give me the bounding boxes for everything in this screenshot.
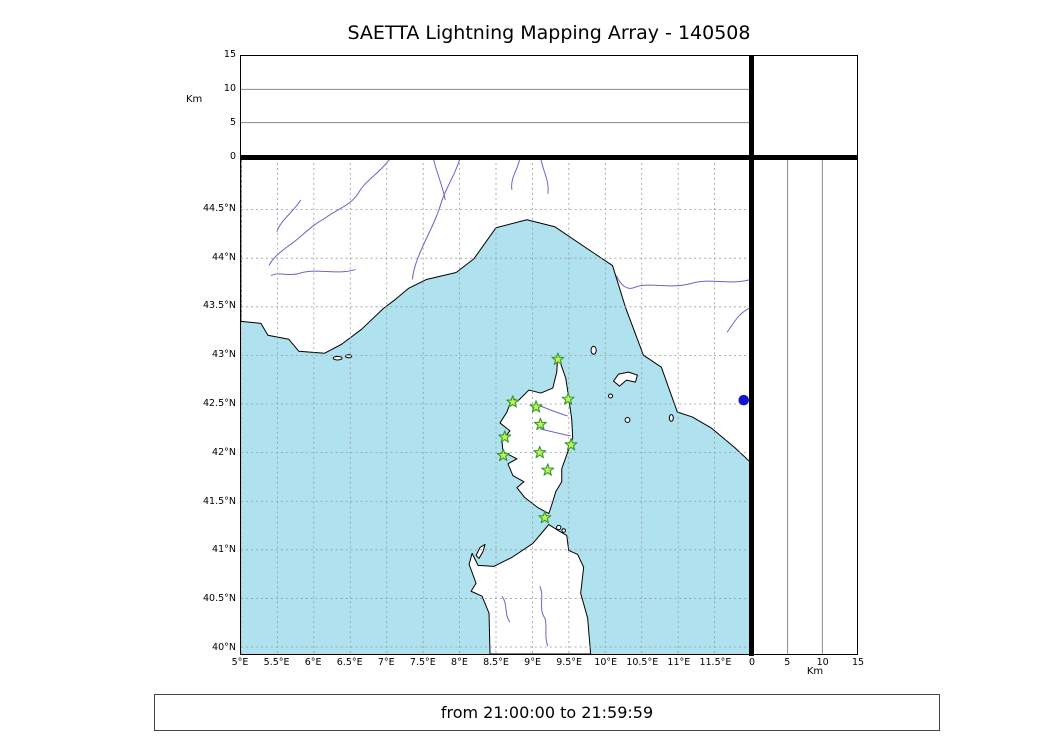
station-star xyxy=(496,448,510,462)
lon-tick-label: 11.5°E xyxy=(699,657,732,668)
island-montecristo xyxy=(624,417,631,423)
river-layer xyxy=(268,158,751,647)
island-pianosa xyxy=(608,393,614,399)
alt-tick-label-top: 15 xyxy=(223,49,236,60)
thick-horizontal-spine xyxy=(240,155,858,160)
right-panel-grid xyxy=(787,158,823,654)
station-star xyxy=(506,395,520,408)
river xyxy=(726,306,751,333)
island-porquerolles xyxy=(332,355,343,361)
lat-tick-label: 42°N xyxy=(212,446,236,458)
lat-tick-label: 44.5°N xyxy=(202,202,236,214)
lon-tick-label: 7°E xyxy=(377,657,395,668)
station-star xyxy=(564,438,578,451)
station-star xyxy=(538,510,552,524)
corner-panel xyxy=(752,55,858,157)
figure-title: SAETTA Lightning Mapping Array - 140508 xyxy=(347,22,751,44)
river xyxy=(501,595,511,623)
map-svg xyxy=(241,158,751,654)
station-star xyxy=(541,463,555,476)
lat-tick-label: 40.5°N xyxy=(202,593,236,605)
lon-tick-label: 5°E xyxy=(231,657,249,668)
alt-tick-label-top: 10 xyxy=(223,83,236,94)
river xyxy=(539,428,571,437)
coast-mainland xyxy=(241,158,751,464)
station-star xyxy=(498,430,512,443)
event-dot xyxy=(738,394,750,406)
lat-tick-label: 43°N xyxy=(212,349,236,361)
river xyxy=(539,586,549,647)
right-axis-km-label: Km xyxy=(806,666,824,677)
lon-tick-label: 10°E xyxy=(594,657,618,668)
island-elba xyxy=(613,371,638,387)
coast-sardinia xyxy=(468,524,592,654)
lat-tick-label: 43.5°N xyxy=(202,300,236,312)
river xyxy=(432,158,446,200)
lat-tick-label: 44°N xyxy=(212,251,236,263)
lat-tick-label: 41.5°N xyxy=(202,495,236,507)
altitude-latitude-panel xyxy=(752,157,858,655)
lat-tick-label: 42.5°N xyxy=(202,398,236,409)
time-range-box: from 21:00:00 to 21:59:59 xyxy=(154,694,940,731)
alt-tick-label-right: 10 xyxy=(816,657,829,668)
station-star xyxy=(561,392,575,405)
lon-tick-label: 8°E xyxy=(451,657,468,668)
thick-vertical-spine xyxy=(749,55,754,656)
river xyxy=(511,158,521,190)
land-layer xyxy=(241,158,751,654)
lat-tick-label: 41°N xyxy=(212,544,236,556)
river xyxy=(268,158,391,266)
river xyxy=(270,269,356,276)
lon-tick-label: 6.5°E xyxy=(336,657,363,668)
lon-tick-label: 8.5°E xyxy=(483,657,509,668)
lat-tick-label: 40°N xyxy=(212,642,236,653)
alt-tick-label-top: 0 xyxy=(229,151,236,162)
lon-tick-label: 6°E xyxy=(304,657,322,668)
lon-tick-label: 9°E xyxy=(524,657,541,668)
island-maddalena xyxy=(556,524,562,531)
river xyxy=(411,158,461,280)
island-asinara xyxy=(475,543,486,559)
lon-tick-label: 5.5°E xyxy=(263,657,290,668)
river xyxy=(616,275,751,289)
station-layer xyxy=(496,352,750,524)
lon-tick-label: 9.5°E xyxy=(556,657,583,668)
river xyxy=(540,158,549,194)
top-panel-grid xyxy=(241,88,751,124)
lon-tick-label: 7.5°E xyxy=(409,657,436,668)
alt-tick-label-right: 15 xyxy=(851,657,865,668)
island-caprera xyxy=(561,528,567,533)
station-star xyxy=(529,400,543,413)
alt-tick-label-top: 5 xyxy=(229,117,236,128)
lon-tick-label: 11°E xyxy=(667,657,691,668)
coast-corsica xyxy=(499,354,574,515)
station-star xyxy=(551,352,565,365)
altitude-longitude-panel xyxy=(240,55,752,157)
river xyxy=(276,199,302,232)
map-panel xyxy=(240,157,752,655)
top-axis-km-label: Km xyxy=(186,94,203,105)
time-range-text: from 21:00:00 to 21:59:59 xyxy=(440,703,654,722)
station-star xyxy=(533,445,547,459)
station-star xyxy=(533,417,547,431)
lon-tick-label: 10.5°E xyxy=(626,657,659,668)
alt-tick-label-right: 0 xyxy=(748,657,756,668)
alt-tick-label-right: 5 xyxy=(784,657,791,668)
island-giglio xyxy=(668,414,674,422)
island-capraia xyxy=(590,345,597,355)
map-grid xyxy=(241,158,751,654)
